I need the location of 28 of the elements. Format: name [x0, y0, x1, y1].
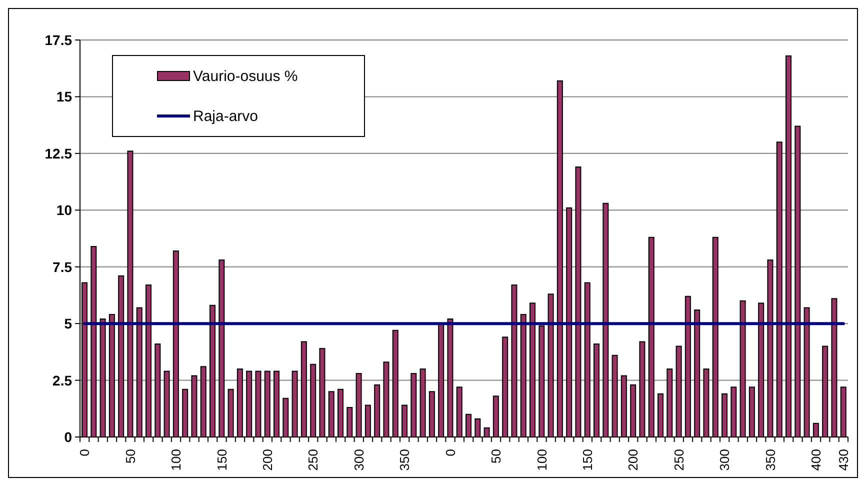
x-tick-label: 300	[717, 449, 732, 471]
y-tick-label: 0	[64, 428, 72, 445]
x-tick-label: 200	[626, 449, 641, 471]
x-tick-label: 50	[488, 449, 504, 464]
x-tick-label: 150	[580, 449, 595, 471]
x-tick-label: 250	[671, 449, 686, 471]
x-tick-label: 100	[168, 449, 184, 471]
legend-label: Vaurio-osuus %	[193, 68, 298, 84]
x-tick-label: 50	[122, 449, 138, 464]
x-tick-label: 100	[534, 449, 550, 471]
x-tick-label: 400	[808, 449, 824, 471]
y-tick-label: 12.5	[44, 145, 72, 162]
y-tick-label: 15	[56, 88, 72, 105]
y-tick-label: 2.5	[52, 372, 72, 388]
y-tick-label: 7.5	[52, 258, 72, 275]
x-tick-label: 200	[260, 449, 275, 471]
x-tick-label: 150	[214, 449, 230, 471]
x-tick-label: 0	[77, 449, 92, 456]
x-tick-label: 250	[306, 449, 321, 471]
x-tick-label: 350	[762, 449, 778, 471]
x-tick-label: 350	[397, 449, 412, 471]
y-tick-label: 17.5	[44, 32, 72, 48]
y-tick-label: 10	[56, 202, 72, 218]
x-tick-label: 430	[836, 449, 851, 471]
x-tick-label: 300	[351, 449, 366, 471]
x-tick-label: 0	[442, 449, 458, 456]
legend-label: Raja-arvo	[193, 108, 258, 124]
y-tick-label: 5	[64, 316, 72, 332]
